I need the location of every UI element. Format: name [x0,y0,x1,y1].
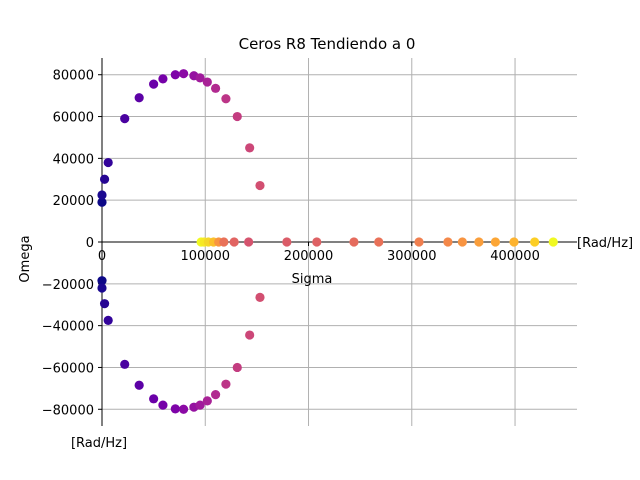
data-point [282,237,292,247]
data-point [232,111,242,122]
data-point [490,237,501,247]
data-point [149,79,159,89]
data-point [97,283,107,293]
data-point [530,237,540,247]
data-point [245,143,255,153]
data-point [210,390,221,400]
data-point [134,93,144,103]
ticks: 0 100000 200000 300000 400000800006000040000… [42,69,540,419]
y-tick-label: −60000 [42,361,94,376]
data-point [120,114,130,124]
x-tick-label: 0 [98,249,106,264]
data-point [443,237,453,247]
y-tick-label: 0 [86,236,94,251]
data-point [202,396,212,406]
y-axis-label: Omega [18,235,33,282]
data-point [414,237,424,247]
x-tick-label: 300000 [387,249,437,264]
x-tick-label: 400000 [490,249,540,264]
data-point [97,276,107,286]
data-point [120,359,130,369]
data-point [548,237,558,247]
data-point [195,400,205,410]
data-point [149,394,159,404]
data-point [312,237,322,247]
data-point [97,190,107,200]
data-point [103,315,113,326]
y-tick-label: 80000 [53,69,94,84]
data-point [99,299,110,309]
data-point [374,237,384,247]
data-point [99,174,110,184]
data-point [457,237,467,247]
y-tick-label: −40000 [42,320,94,335]
y-tick-label: −80000 [42,403,94,418]
data-point [255,292,265,303]
axes [101,58,577,426]
chart-title: Ceros R8 Tendiendo a 0 [239,35,416,53]
y-tick-label: 20000 [53,194,94,209]
data-point [158,74,168,84]
data-point [178,404,189,414]
x-unit-label: [Rad/Hz] [577,236,633,251]
data-point [134,380,144,390]
data-point [245,330,255,340]
data-point [221,379,231,389]
data-point [178,69,189,79]
data-point [244,237,254,247]
data-point [158,400,168,410]
data-point [229,237,239,247]
x-tick-label: 100000 [180,249,230,264]
data-point [195,73,205,83]
data-point [210,83,221,93]
data-point [170,70,180,80]
data-point [509,237,519,247]
data-point [349,237,359,247]
data-point [255,180,265,191]
y-unit-label: [Rad/Hz] [71,436,127,451]
x-axis-label: Sigma [292,272,333,287]
y-tick-label: 40000 [53,152,94,167]
y-tick-label: −20000 [42,278,94,293]
data-point [97,197,107,207]
x-tick-label: 200000 [284,249,334,264]
data-point [103,157,113,168]
data-point [232,362,242,373]
data-point [219,237,229,247]
data-point [170,404,180,414]
y-tick-label: 60000 [53,111,94,126]
data-points [97,69,558,414]
data-point [474,237,484,247]
data-point [202,77,212,87]
data-point [221,94,231,104]
